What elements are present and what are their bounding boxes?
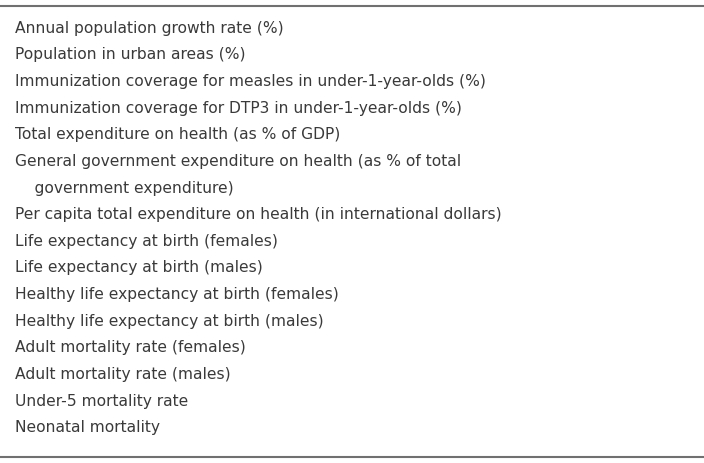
Text: Adult mortality rate (females): Adult mortality rate (females): [15, 340, 246, 355]
Text: Per capita total expenditure on health (in international dollars): Per capita total expenditure on health (…: [15, 207, 502, 222]
Text: Annual population growth rate (%): Annual population growth rate (%): [15, 21, 284, 36]
Text: Population in urban areas (%): Population in urban areas (%): [15, 48, 246, 63]
Text: Life expectancy at birth (females): Life expectancy at birth (females): [15, 234, 278, 249]
Text: Life expectancy at birth (males): Life expectancy at birth (males): [15, 260, 263, 275]
Text: Total expenditure on health (as % of GDP): Total expenditure on health (as % of GDP…: [15, 127, 341, 142]
Text: Immunization coverage for measles in under-1-year-olds (%): Immunization coverage for measles in und…: [15, 74, 486, 89]
Text: General government expenditure on health (as % of total: General government expenditure on health…: [15, 154, 462, 169]
Text: Under-5 mortality rate: Under-5 mortality rate: [15, 394, 189, 408]
Text: Immunization coverage for DTP3 in under-1-year-olds (%): Immunization coverage for DTP3 in under-…: [15, 100, 463, 116]
Text: government expenditure): government expenditure): [15, 181, 234, 195]
Text: Healthy life expectancy at birth (females): Healthy life expectancy at birth (female…: [15, 287, 339, 302]
Text: Neonatal mortality: Neonatal mortality: [15, 420, 161, 435]
Text: Adult mortality rate (males): Adult mortality rate (males): [15, 367, 231, 382]
Text: Healthy life expectancy at birth (males): Healthy life expectancy at birth (males): [15, 314, 324, 329]
